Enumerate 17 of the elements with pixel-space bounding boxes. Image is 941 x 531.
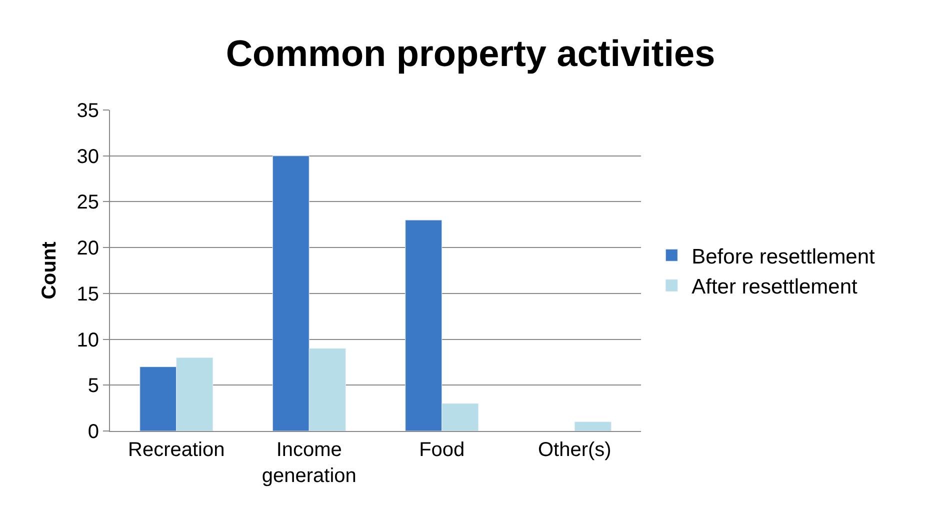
y-axis-title: Count [38,241,60,300]
y-tick-label: 20 [76,238,99,260]
y-tick-label: 10 [76,329,99,352]
legend-label: After resettlement [692,276,858,299]
y-tick-label: 15 [76,283,99,306]
y-tick-label: 25 [76,192,99,214]
x-tick-label: Food [419,439,465,461]
y-tick-label: 5 [88,375,99,398]
bar [574,422,612,431]
x-tick-label: Income generation [262,439,356,487]
y-tick-label: 30 [76,146,99,168]
chart-title: Common property activities [226,33,716,74]
y-tick-label: 0 [88,421,99,443]
legend-label: Before resettlement [692,245,876,268]
y-tick-label: 35 [76,100,99,122]
x-tick-label: Other(s) [538,439,612,461]
x-tick-label: Recreation [128,439,225,461]
